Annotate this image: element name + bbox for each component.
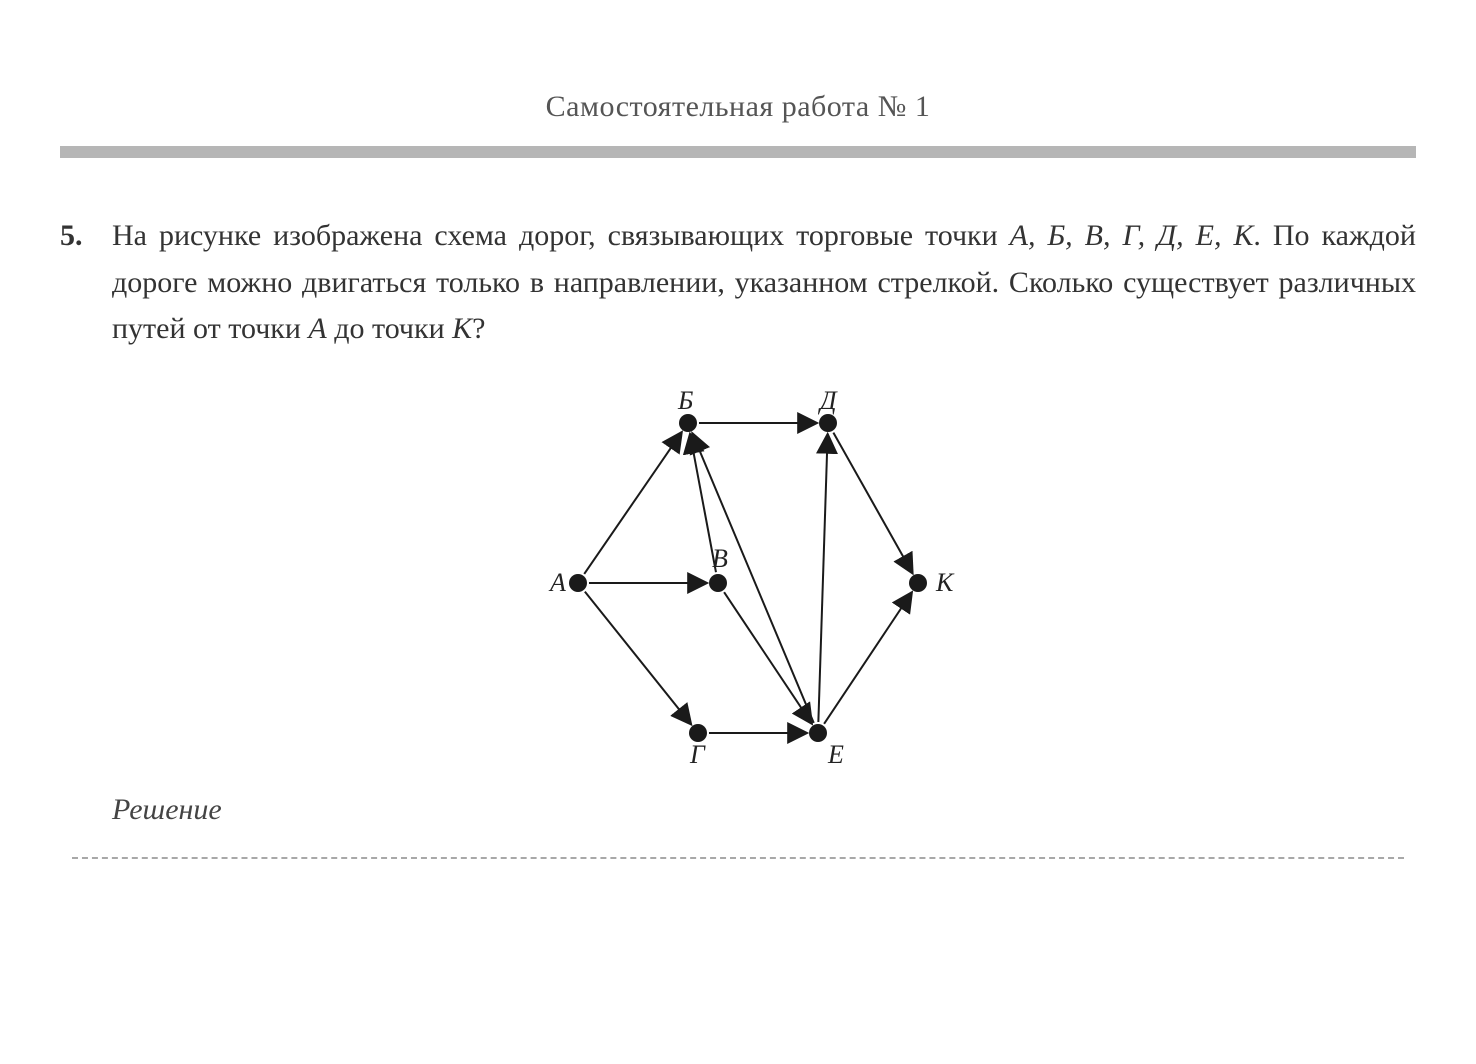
node-label-B: Б bbox=[677, 386, 693, 415]
task-5: 5. На рисунке изображена схема дорог, св… bbox=[60, 213, 1416, 353]
header-rule bbox=[60, 146, 1416, 158]
task-text-p1: На рисунке изображена схема дорог, связы… bbox=[112, 219, 1010, 252]
node-D bbox=[819, 414, 837, 432]
node-K bbox=[909, 574, 927, 592]
page-header-title: Самостоятельная работа № 1 bbox=[60, 90, 1416, 124]
node-A bbox=[569, 574, 587, 592]
task-point-from: А bbox=[308, 312, 326, 345]
answer-line bbox=[72, 857, 1404, 859]
edge-A-B bbox=[584, 432, 682, 574]
task-text-p3: до точки bbox=[327, 312, 452, 345]
worksheet-page: Самостоятельная работа № 1 5. На рисунке… bbox=[0, 0, 1476, 1064]
node-label-G: Г bbox=[689, 740, 706, 769]
roads-graph: А Б В Г Д Е К bbox=[518, 383, 958, 783]
node-label-E: Е bbox=[827, 740, 844, 769]
task-number: 5. bbox=[60, 213, 112, 260]
node-label-V: В bbox=[712, 544, 728, 573]
node-V bbox=[709, 574, 727, 592]
task-point-to: К bbox=[452, 312, 472, 345]
node-E bbox=[809, 724, 827, 742]
diagram-container: А Б В Г Д Е К bbox=[60, 383, 1416, 783]
node-label-D: Д bbox=[817, 386, 838, 415]
task-text: На рисунке изображена схема дорог, связы… bbox=[112, 213, 1416, 353]
solution-heading: Решение bbox=[112, 793, 1416, 827]
edge-E-B bbox=[692, 433, 813, 723]
edge-A-G bbox=[585, 591, 691, 724]
task-text-p4: ? bbox=[472, 312, 485, 345]
task-points-list: А, Б, В, Г, Д, Е, К bbox=[1010, 219, 1254, 252]
edge-D-K bbox=[833, 432, 912, 573]
node-label-K: К bbox=[935, 568, 955, 597]
edge-E-D bbox=[818, 433, 827, 721]
node-label-A: А bbox=[548, 568, 566, 597]
node-B bbox=[679, 414, 697, 432]
edge-E-K bbox=[824, 592, 912, 724]
